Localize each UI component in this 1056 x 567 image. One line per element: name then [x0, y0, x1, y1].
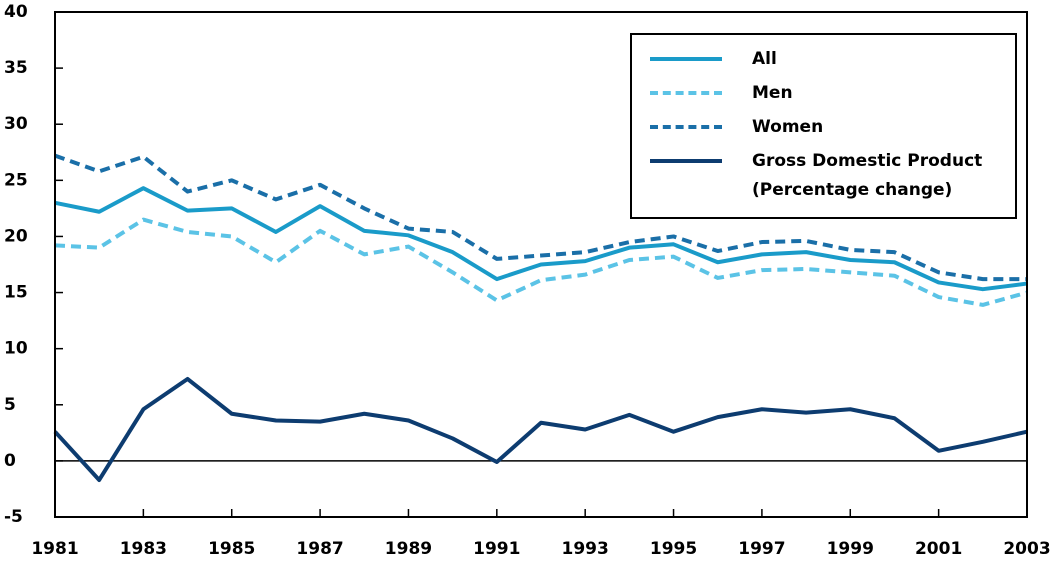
legend: All Men Women Gross Domestic Product (Perce… [630, 33, 1017, 219]
legend-label: Men [752, 83, 793, 103]
x-tick-label: 1985 [208, 539, 255, 559]
series-line [54, 217, 1028, 307]
legend-swatch [650, 91, 722, 95]
y-tick-label: 5 [4, 395, 16, 415]
legend-label: Women [752, 117, 824, 137]
x-tick-label: 1993 [562, 539, 609, 559]
y-tick-label: 10 [4, 339, 28, 359]
y-tick-label: 15 [4, 283, 28, 303]
x-tick-label: 1997 [738, 539, 785, 559]
x-tick-label: 1991 [473, 539, 520, 559]
x-tick-label: 1989 [385, 539, 432, 559]
x-tick-label: 1999 [827, 539, 874, 559]
series-line [53, 376, 1028, 482]
legend-label: Gross Domestic Product (Percentage chang… [752, 151, 983, 200]
x-tick-label: 2003 [1003, 539, 1050, 559]
legend-swatch [650, 57, 722, 61]
y-tick-label: 25 [4, 170, 28, 190]
legend-swatch [650, 159, 722, 163]
y-tick-label: 20 [4, 226, 28, 246]
legend-swatch [650, 125, 722, 129]
y-tick-label: 40 [4, 2, 28, 22]
y-tick-label: -5 [4, 507, 23, 527]
series-line [54, 153, 1027, 282]
x-tick-label: 1981 [31, 539, 78, 559]
plot-frame [54, 11, 1028, 518]
legend-label: All [752, 49, 777, 69]
y-tick-label: 0 [4, 451, 16, 471]
x-tick-label: 1995 [650, 539, 697, 559]
x-tick-label: 1983 [120, 539, 167, 559]
y-tick-label: 35 [4, 58, 28, 78]
x-tick-label: 1987 [296, 539, 343, 559]
y-tick-label: 30 [4, 114, 28, 134]
series-line [54, 186, 1028, 292]
x-tick-label: 2001 [915, 539, 962, 559]
